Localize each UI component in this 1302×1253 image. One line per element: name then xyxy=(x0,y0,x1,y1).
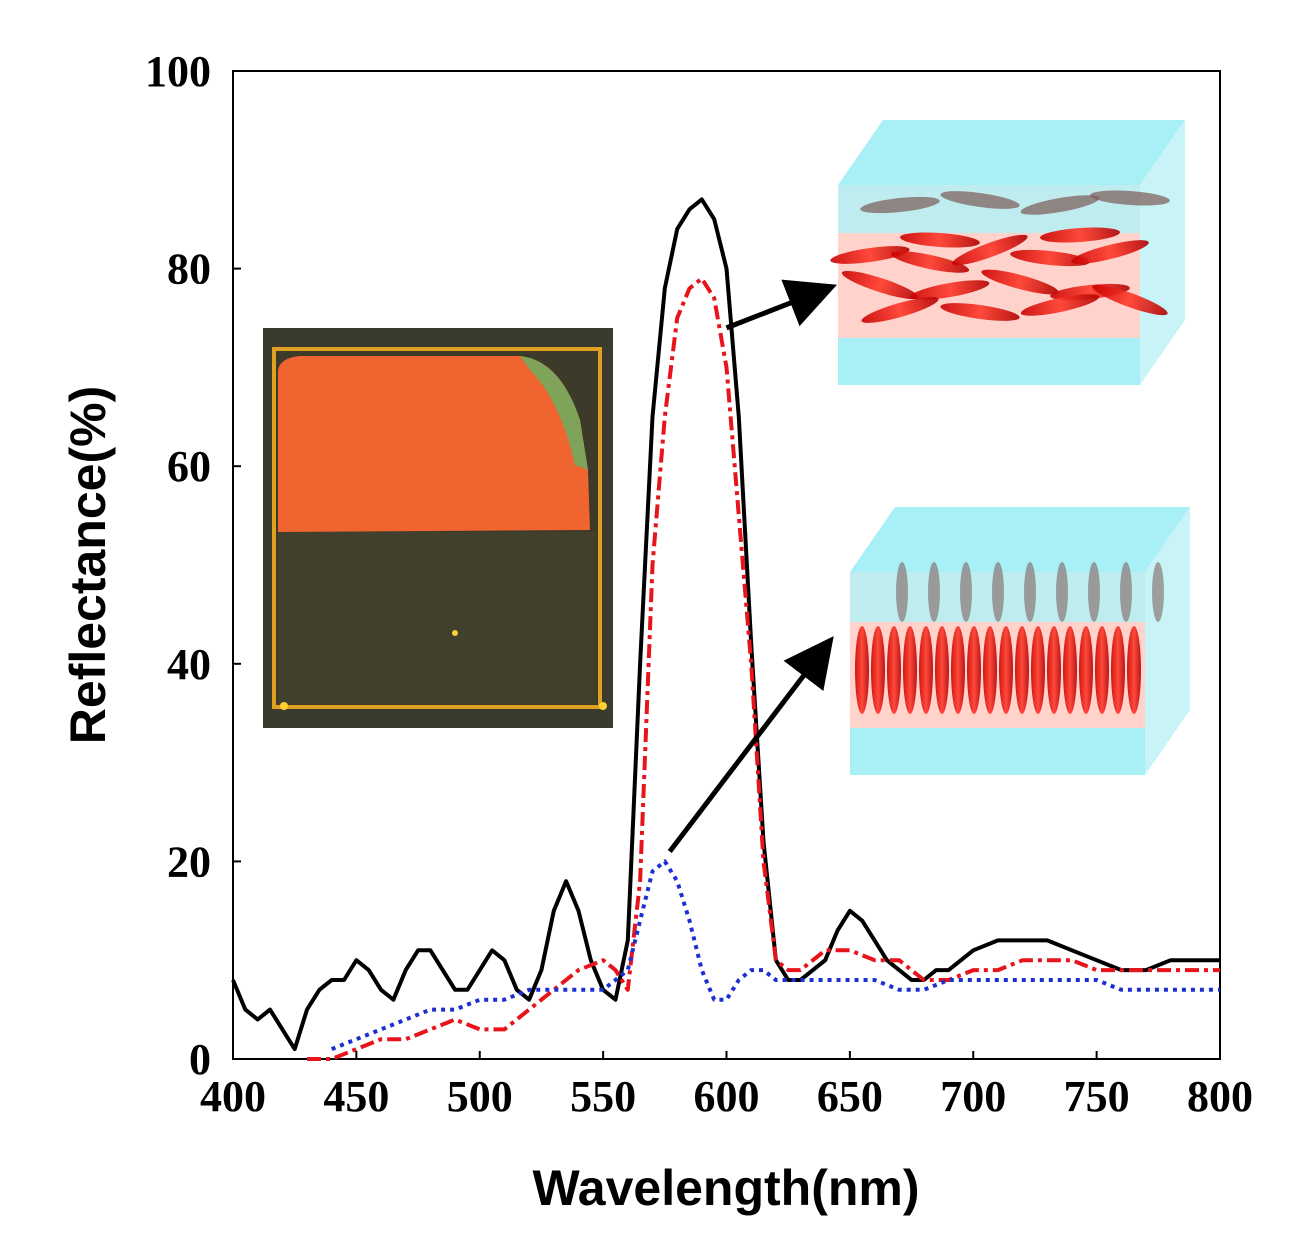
x-axis-title: Wavelength(nm) xyxy=(532,1160,919,1216)
x-tick-700: 700 xyxy=(940,1072,1006,1121)
standing-molecule xyxy=(919,626,933,714)
standing-molecule xyxy=(1111,626,1125,714)
standing-molecule xyxy=(855,626,869,714)
lying-molecule xyxy=(1020,294,1100,316)
y-tick-40: 40 xyxy=(167,640,211,689)
x-tick-400: 400 xyxy=(200,1072,266,1121)
y-tick-100: 100 xyxy=(145,47,211,96)
lying-molecule xyxy=(830,246,910,264)
annotation-arrow-2 xyxy=(667,636,834,854)
lying-molecule xyxy=(940,303,1020,321)
x-tick-800: 800 xyxy=(1187,1072,1253,1121)
y-tick-20: 20 xyxy=(167,837,211,886)
standing-molecule-back xyxy=(960,562,972,622)
standing-molecule xyxy=(1079,626,1093,714)
lying-molecule xyxy=(1090,190,1170,206)
y-tick-0: 0 xyxy=(189,1035,211,1084)
standing-molecule-back xyxy=(1024,562,1036,622)
standing-molecule xyxy=(935,626,949,714)
annotation-arrow-1 xyxy=(725,279,837,331)
x-tick-500: 500 xyxy=(447,1072,513,1121)
lying-molecule xyxy=(1020,195,1100,215)
standing-molecule xyxy=(1095,626,1109,714)
y-tick-80: 80 xyxy=(167,245,211,294)
lying-molecule xyxy=(952,234,1028,266)
standing-molecule xyxy=(967,626,981,714)
series-blue-dotted xyxy=(330,859,1220,1051)
lying-molecule xyxy=(1071,240,1149,264)
planar-alignment-diagram xyxy=(830,120,1185,385)
standing-molecule xyxy=(1047,626,1061,714)
x-tick-550: 550 xyxy=(570,1072,636,1121)
standing-molecule-back xyxy=(928,562,940,622)
standing-molecule xyxy=(1127,626,1141,714)
homeotropic-alignment-diagram xyxy=(850,507,1190,775)
standing-molecule-back xyxy=(992,562,1004,622)
lying-molecule xyxy=(861,297,939,323)
lying-molecule xyxy=(860,196,940,214)
standing-molecule xyxy=(1031,626,1045,714)
y-tick-labels: 0 20 40 60 80 100 xyxy=(145,47,241,1084)
x-tick-600: 600 xyxy=(694,1072,760,1121)
standing-molecule xyxy=(903,626,917,714)
standing-molecule xyxy=(887,626,901,714)
standing-molecule xyxy=(1063,626,1077,714)
lying-molecule xyxy=(900,232,980,248)
x-tick-450: 450 xyxy=(323,1072,389,1121)
standing-molecule-back xyxy=(1152,562,1164,622)
standing-molecule-back xyxy=(1056,562,1068,622)
y-axis-title: Reflectance(%) xyxy=(60,386,116,744)
y-tick-60: 60 xyxy=(167,442,211,491)
series-group xyxy=(231,197,1220,1061)
standing-molecule xyxy=(951,626,965,714)
lying-molecule xyxy=(910,280,990,300)
x-tick-labels: 400 450 500 550 600 650 700 750 800 xyxy=(200,1051,1253,1121)
lying-molecule xyxy=(981,269,1059,295)
x-tick-650: 650 xyxy=(817,1072,883,1121)
lying-molecule xyxy=(940,191,1020,209)
lying-molecule xyxy=(1010,249,1090,267)
annotation-arrows xyxy=(667,279,837,854)
x-tick-750: 750 xyxy=(1064,1072,1130,1121)
lying-molecule xyxy=(890,251,970,273)
standing-molecule-back xyxy=(1088,562,1100,622)
series-black-solid xyxy=(231,197,1220,1052)
standing-molecule-back xyxy=(1120,562,1132,622)
standing-molecule-back xyxy=(896,562,908,622)
lying-molecule xyxy=(1040,227,1120,243)
standing-molecule xyxy=(983,626,997,714)
lying-molecule xyxy=(841,270,919,300)
sample-photo-inset xyxy=(263,328,613,728)
lying-molecule xyxy=(1092,284,1168,316)
standing-molecule xyxy=(871,626,885,714)
standing-molecule xyxy=(999,626,1013,714)
standing-molecule xyxy=(1015,626,1029,714)
